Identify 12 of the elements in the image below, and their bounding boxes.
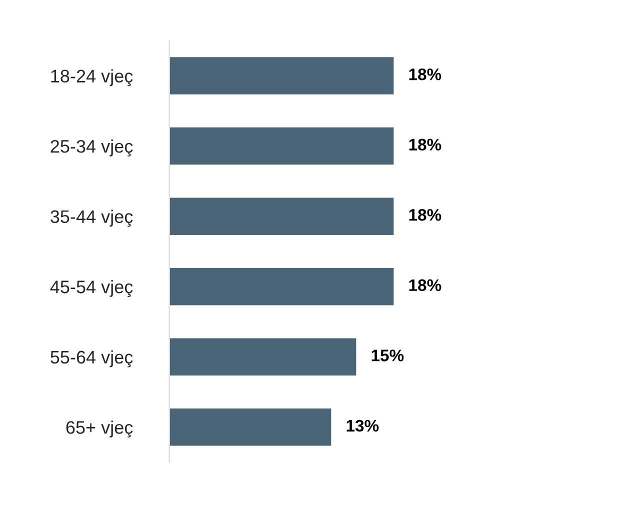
data-label: 13%	[346, 420, 379, 432]
y-tick-label: 65+ vjeç	[66, 420, 133, 438]
data-label: 18%	[409, 279, 442, 292]
data-label: 18%	[409, 208, 442, 221]
y-tick-label: 18-24 vjeç	[51, 69, 133, 86]
data-label: 18%	[409, 68, 442, 80]
y-tick-label: 45-54 vjeç	[50, 280, 133, 297]
y-tick-label: 25-34 vjeç	[50, 140, 133, 156]
data-label: 18%	[409, 138, 442, 151]
y-tick-label: 55-64 vjeç	[50, 350, 133, 368]
data-label: 15%	[372, 350, 404, 362]
y-tick-label: 35-44 vjeç	[50, 210, 133, 227]
